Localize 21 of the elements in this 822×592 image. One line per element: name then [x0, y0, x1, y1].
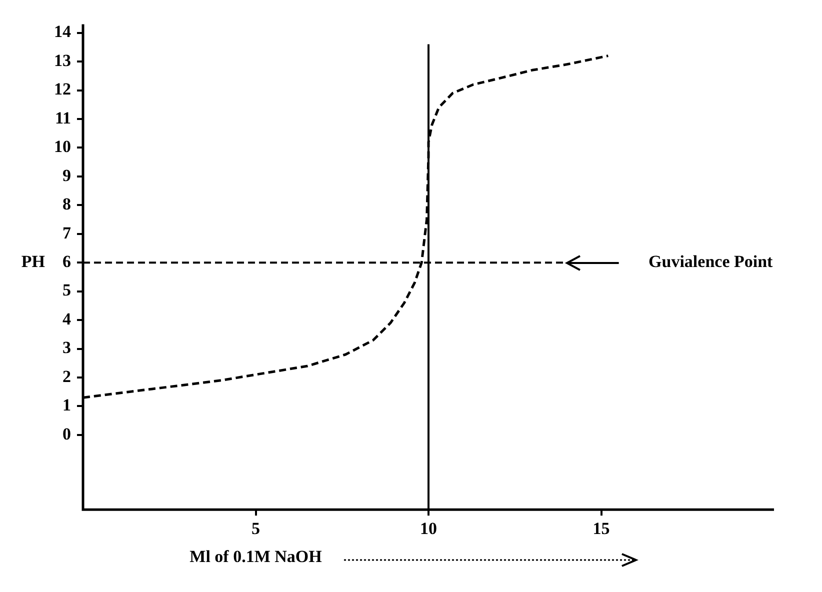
- y-tick-label: 1: [62, 396, 71, 415]
- ref-line-label: Guvialence Point: [648, 252, 774, 271]
- y-tick-label: 5: [62, 280, 71, 300]
- y-tick-label: 7: [62, 223, 72, 242]
- y-tick-label: 14: [54, 22, 72, 42]
- y-tick-label: 9: [62, 166, 71, 185]
- y-tick-label: 10: [54, 137, 71, 156]
- y-tick-label: 2: [62, 366, 71, 386]
- y-axis-title: PH: [21, 252, 45, 271]
- y-tick-label: 12: [54, 80, 71, 99]
- y-tick-label: 8: [62, 194, 71, 214]
- y-tick-label: 4: [62, 309, 72, 328]
- y-tick-label: 0: [62, 424, 71, 444]
- y-tick-label: 11: [54, 108, 71, 128]
- x-tick-label: 10: [420, 519, 437, 538]
- y-tick-label: 3: [62, 338, 71, 358]
- y-tick-label: 6: [62, 252, 71, 271]
- y-tick-label: 13: [54, 50, 71, 70]
- x-tick-label: 15: [592, 519, 610, 538]
- x-axis-title: Ml of 0.1M NaOH: [190, 546, 322, 566]
- x-tick-label: 5: [252, 519, 260, 538]
